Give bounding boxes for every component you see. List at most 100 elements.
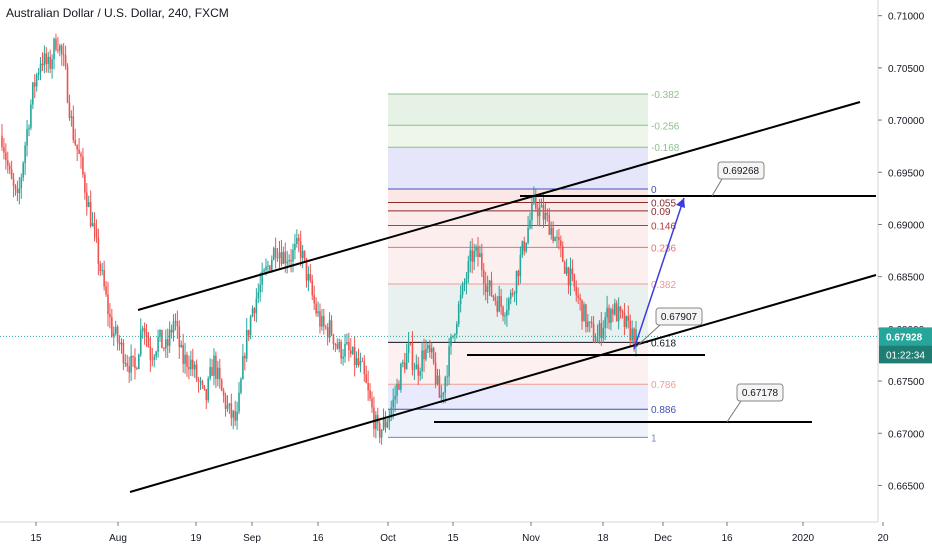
candle-body [249,316,252,336]
candle-body [161,329,163,349]
candle-body [508,298,510,310]
candle-body [22,163,24,178]
candle-body [405,353,408,370]
candle-body [101,269,104,271]
time-axis[interactable]: 15 Aug 19 Sep 16 Oct 15 Nov 18 Dec 16 2020 20 [0,521,889,544]
candle-body [473,250,475,262]
candle-body [37,72,40,75]
candle-body [238,392,240,412]
candle-body [365,374,368,383]
callout-box[interactable] [655,307,703,326]
candle-body [448,346,450,377]
candle-body [195,364,198,380]
candle-body [244,355,246,359]
x-tick-label: 15 [30,533,42,544]
candle-body [324,326,327,328]
candle-body [442,392,445,396]
candle-body [84,174,86,193]
fib-zone [388,283,648,343]
y-tick-label: 0.70000 [888,116,925,127]
candle-body [500,296,502,307]
x-tick-label: 19 [190,533,202,544]
candle-body [305,258,308,281]
candle-body [128,366,130,373]
candle-body [430,348,433,353]
candle-body [604,317,606,328]
candle-body [313,295,315,304]
fib-label: -0.382 [651,90,680,101]
candle-body [475,246,477,251]
candle-body [299,241,302,259]
channel-lower-trendline[interactable] [129,274,877,493]
fib-label: 0.786 [651,380,676,391]
candle-body [502,306,504,317]
channel-upper-trendline[interactable] [137,101,861,311]
candle-body [415,364,418,370]
callout-box[interactable] [717,161,765,180]
x-tick-label: 15 [447,533,459,544]
candle-body [89,201,92,227]
candle-body [490,280,493,296]
callout-box[interactable] [736,383,784,402]
fib-zone [388,409,648,438]
candle-body [450,337,452,347]
fib-zone [388,342,648,385]
candle-body [349,350,352,354]
x-tick-label: 18 [597,533,609,544]
candle-body [184,354,186,364]
candle-body [346,342,348,344]
candle-body [80,153,82,157]
candle-body [402,362,404,364]
candle-body [336,344,339,349]
candle-body [434,362,437,384]
callout-pointer [711,178,723,197]
candle-body [112,333,115,337]
candle-body [486,286,489,292]
candle-body [286,261,289,264]
drawings[interactable]: 0.69268 0.67907 0.67178 [0,101,878,493]
candle-body [455,323,458,334]
candle-body [332,334,335,345]
candle-body [311,280,314,296]
x-tick-label: Oct [380,533,396,544]
candle-body [74,139,77,145]
fib-label: 0.146 [651,222,676,233]
candle-body [534,195,537,209]
candle-body [629,320,632,341]
candle-body [20,177,23,189]
candle-body [55,38,57,50]
candle-body [70,116,73,118]
y-tick-label: 0.69500 [888,168,925,179]
candle-body [390,407,393,416]
candle-body [294,244,296,250]
candle-body [610,309,612,323]
candle-body [587,321,589,328]
candle-body [398,383,400,390]
callout-pointer [726,400,742,423]
candle-body [134,357,136,369]
candle-body [608,307,610,323]
candle-body [91,223,94,227]
candle-body [367,382,369,391]
candle-body [49,56,51,69]
candle-body [382,419,385,430]
projection-arrow[interactable] [633,197,685,350]
candle-body [230,403,233,418]
candle-body [444,377,447,393]
fib-label: 0.618 [651,338,676,349]
candle-body [614,303,616,315]
candle-body [371,398,373,408]
candle-body [35,74,38,87]
candle-body [105,286,107,295]
candle-body [369,390,371,399]
candle-body [188,366,190,370]
candle-body [309,274,312,281]
candle-body [463,283,466,285]
candle-body [82,156,84,175]
candle-body [39,63,42,73]
candle-body [427,345,429,349]
price-axis[interactable]: 0.71000 0.70500 0.70000 0.69500 0.69000 0.685… [877,0,932,550]
candle-body [317,311,319,314]
